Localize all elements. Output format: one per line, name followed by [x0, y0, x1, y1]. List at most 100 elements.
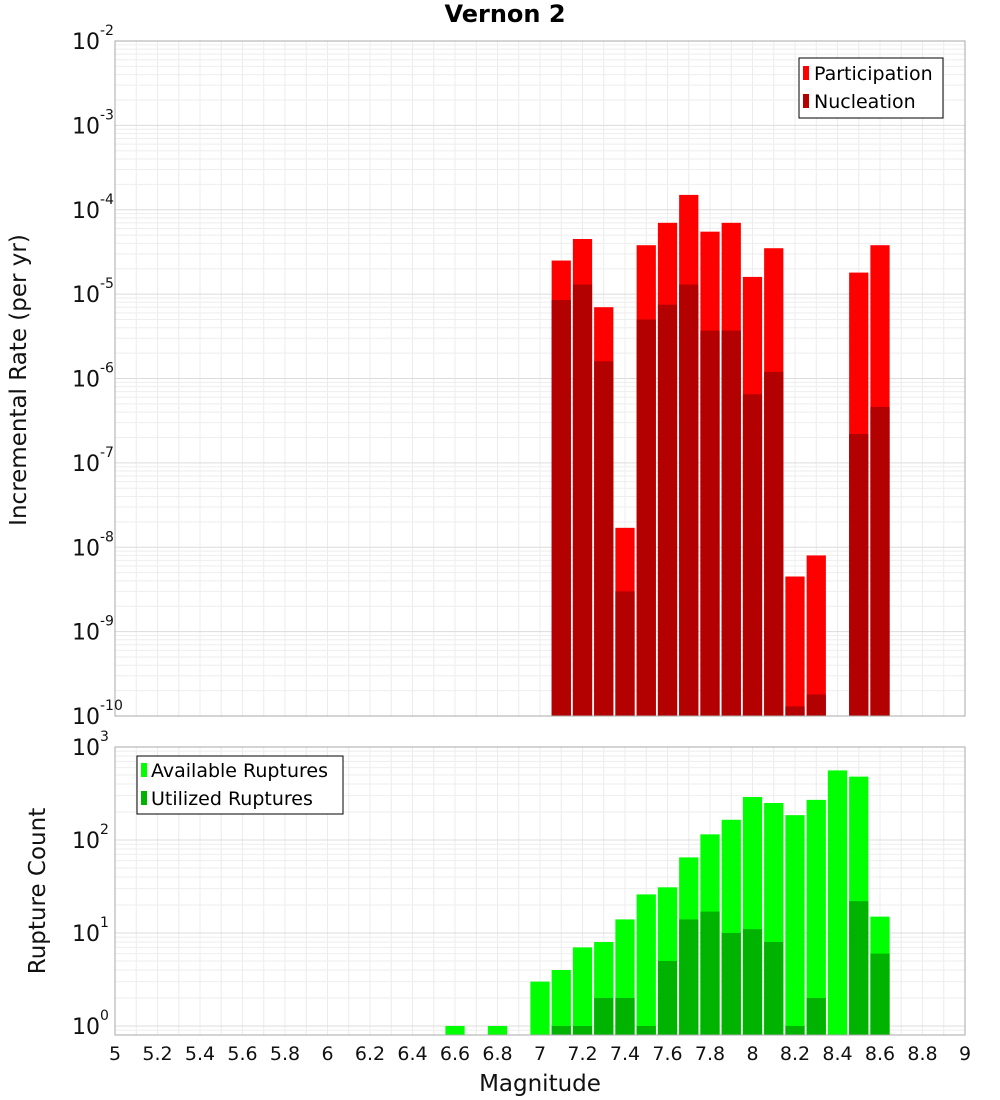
y-tick-exponent: 0	[100, 1008, 109, 1024]
x-axis-label: Magnitude	[479, 1071, 601, 1097]
bar-utilized-ruptures	[700, 911, 720, 1035]
x-tick-label: 6.6	[440, 1043, 470, 1065]
bar-available-ruptures	[827, 770, 848, 1035]
x-tick-label: 5	[109, 1043, 121, 1065]
bar-nucleation	[742, 394, 763, 716]
bar-utilized-ruptures	[849, 901, 869, 1035]
y-tick-label: 100	[72, 1008, 109, 1040]
y-tick-exponent: -4	[100, 192, 114, 208]
bar-utilized-ruptures	[551, 1025, 571, 1035]
bar-utilized-ruptures	[636, 1025, 656, 1035]
bar-utilized-ruptures	[742, 929, 763, 1035]
bar-nucleation	[806, 694, 826, 716]
x-tick-label: 9	[959, 1043, 971, 1065]
bar-utilized-ruptures	[572, 1025, 593, 1035]
y-tick-label: 10-2	[72, 23, 114, 55]
top-bars	[551, 194, 890, 717]
bar-participation	[806, 555, 826, 716]
x-tick-label: 6.2	[355, 1043, 385, 1065]
bottom-y-axis-label: Rupture Count	[25, 808, 51, 974]
bar-nucleation	[785, 706, 805, 716]
y-tick-label: 10-9	[72, 614, 114, 646]
y-tick-exponent: -3	[100, 107, 114, 123]
x-tick-label: 8.2	[780, 1043, 810, 1065]
legend-available: Available Ruptures	[151, 760, 328, 782]
bar-available-ruptures	[487, 1025, 508, 1035]
y-tick-label: 102	[72, 822, 109, 854]
y-tick-label: 10-3	[72, 107, 114, 139]
bar-available-ruptures	[806, 799, 826, 1035]
y-tick-label: 10-5	[72, 276, 114, 308]
y-tick-exponent: -8	[100, 529, 114, 545]
bottom-plot-frame	[114, 746, 966, 1036]
y-tick-label: 10-6	[72, 361, 114, 393]
bar-utilized-ruptures	[679, 919, 699, 1035]
bar-nucleation	[551, 300, 571, 716]
y-tick-exponent: 3	[100, 729, 109, 745]
legend-utilized: Utilized Ruptures	[151, 788, 313, 810]
x-tick-label: 6.8	[482, 1043, 512, 1065]
bar-nucleation	[572, 284, 593, 716]
bar-nucleation	[679, 284, 699, 716]
bar-utilized-ruptures	[657, 960, 678, 1035]
bar-utilized-ruptures	[721, 932, 741, 1035]
y-tick-exponent: -9	[100, 614, 114, 630]
bar-participation	[785, 576, 805, 716]
top-legend-box	[798, 57, 944, 119]
bar-nucleation	[636, 319, 656, 716]
y-tick-label: 10-4	[72, 192, 114, 224]
utilized-swatch	[141, 791, 147, 805]
y-tick-label: 101	[72, 915, 109, 947]
chart-title: Vernon 2	[444, 0, 565, 28]
bar-available-ruptures	[530, 981, 550, 1035]
top-plot-frame	[114, 40, 966, 717]
bar-nucleation	[849, 433, 869, 716]
participation-swatch	[803, 66, 809, 80]
bar-utilized-ruptures	[615, 997, 635, 1035]
top-grid	[115, 40, 966, 717]
bar-nucleation	[594, 361, 614, 716]
bottom-legend[interactable]: Available Ruptures Utilized Ruptures	[136, 755, 344, 815]
x-tick-label: 7.2	[567, 1043, 597, 1065]
bar-available-ruptures	[551, 969, 571, 1035]
y-tick-label: 10-8	[72, 529, 114, 561]
y-tick-exponent: 1	[100, 915, 109, 931]
bar-utilized-ruptures	[785, 1025, 805, 1035]
y-tick-exponent: -10	[100, 698, 123, 714]
x-tick-label: 7.8	[695, 1043, 725, 1065]
x-tick-label: 8.8	[907, 1043, 937, 1065]
x-tick-label: 5.6	[227, 1043, 257, 1065]
available-swatch	[141, 763, 147, 777]
bar-utilized-ruptures	[806, 997, 826, 1035]
bar-nucleation	[615, 591, 635, 716]
x-tick-label: 7.6	[652, 1043, 682, 1065]
bottom-legend-box	[136, 755, 344, 815]
x-tick-label: 6.4	[397, 1043, 427, 1065]
bar-nucleation	[764, 371, 784, 716]
y-tick-exponent: -2	[100, 23, 114, 39]
bottom-bars	[445, 770, 890, 1035]
bar-utilized-ruptures	[594, 997, 614, 1035]
y-tick-exponent: -6	[100, 361, 114, 377]
bar-available-ruptures	[636, 894, 656, 1035]
y-tick-label: 10-7	[72, 445, 114, 477]
bar-available-ruptures	[445, 1025, 465, 1035]
y-tick-exponent: -7	[100, 445, 114, 461]
bar-nucleation	[700, 330, 720, 716]
y-tick-label: 103	[72, 729, 109, 761]
x-tick-label: 8	[746, 1043, 758, 1065]
y-tick-exponent: -5	[100, 276, 114, 292]
y-tick-exponent: 2	[100, 822, 109, 838]
top-legend[interactable]: Participation Nucleation	[798, 57, 944, 119]
bar-nucleation	[657, 304, 678, 716]
legend-nucleation: Nucleation	[814, 91, 916, 113]
x-tick-label: 6	[321, 1043, 333, 1065]
top-y-axis-label: Incremental Rate (per yr)	[6, 234, 32, 526]
bar-utilized-ruptures	[764, 942, 784, 1035]
legend-participation: Participation	[814, 63, 933, 85]
x-tick-label: 7	[534, 1043, 546, 1065]
bar-nucleation	[721, 330, 741, 716]
x-tick-labels: 5 5.2 5.4 5.6 5.8 6 6.2 6.4 6.6 6.8 7 7.2 7.4 7.6 7.8 8…	[109, 1043, 971, 1065]
